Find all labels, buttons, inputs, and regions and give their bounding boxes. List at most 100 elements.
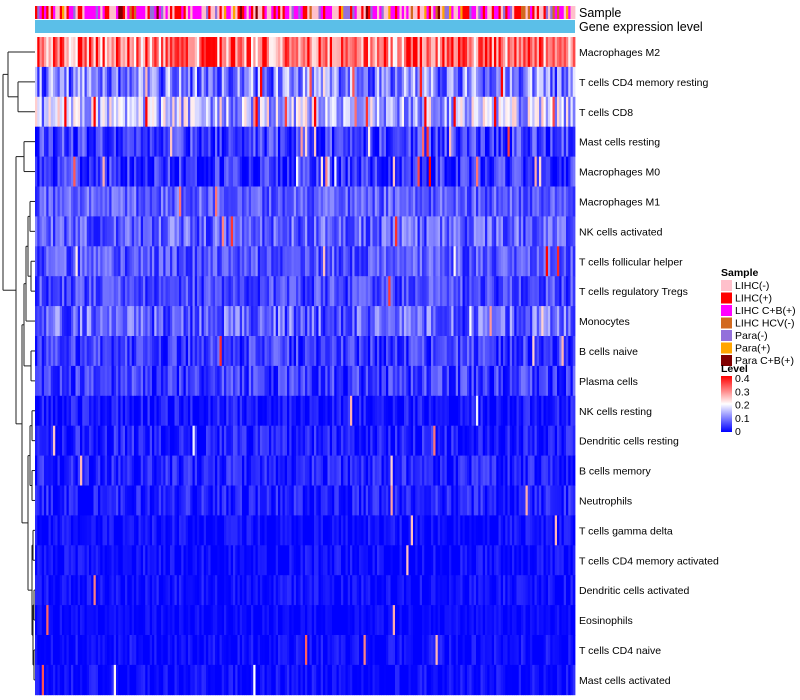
heatmap-cell <box>401 66 405 98</box>
heatmap-cell <box>566 485 569 516</box>
heatmap-cell <box>100 37 103 68</box>
heatmap-cell <box>86 306 90 337</box>
heatmap-cell <box>37 605 40 636</box>
heatmap-cell <box>329 66 333 98</box>
heatmap-cell <box>59 276 63 307</box>
heatmap-cell <box>500 156 504 187</box>
heatmap-cell <box>262 276 265 307</box>
sample-annotation-cell <box>359 6 362 19</box>
heatmap-cell <box>221 126 225 157</box>
heatmap-cell <box>341 306 344 337</box>
heatmap-cell <box>122 126 126 157</box>
heatmap-cell <box>377 216 380 247</box>
heatmap-cell <box>455 515 459 546</box>
heatmap-cell <box>491 96 495 128</box>
heatmap-cell <box>248 485 252 516</box>
heatmap-cell <box>568 306 571 337</box>
heatmap-cell <box>325 605 328 636</box>
heatmap-cell <box>314 156 317 187</box>
heatmap-cell <box>469 306 472 337</box>
heatmap-cell <box>442 216 445 247</box>
heatmap-cell <box>516 156 520 187</box>
heatmap-cell <box>264 455 268 486</box>
heatmap-cell <box>221 186 225 217</box>
heatmap-cell <box>347 96 351 128</box>
heatmap-cell <box>86 395 90 427</box>
heatmap-cell <box>122 37 126 68</box>
heatmap-cell <box>111 96 115 128</box>
heatmap-cell <box>449 37 452 68</box>
heatmap-cell <box>201 336 205 367</box>
sample-annotation-cell <box>426 6 430 19</box>
heatmap-cell <box>352 515 355 546</box>
heatmap-cell <box>552 37 556 68</box>
heatmap-cell <box>208 605 211 636</box>
sample-annotation-cell <box>284 6 288 19</box>
heatmap-cell <box>165 156 169 187</box>
heatmap-cell <box>253 455 256 486</box>
heatmap-cell <box>370 66 373 98</box>
sample-annotation-cell <box>543 6 547 19</box>
heatmap-cell <box>370 276 373 307</box>
heatmap-cell <box>275 37 279 68</box>
heatmap-cell <box>102 455 106 486</box>
heatmap-cell <box>50 425 54 456</box>
heatmap-cell <box>122 425 126 456</box>
heatmap-cell <box>93 395 97 427</box>
heatmap-cell <box>291 605 295 636</box>
heatmap-cell <box>98 425 101 456</box>
heatmap-cell <box>289 306 292 337</box>
heatmap-cell <box>62 455 65 486</box>
heatmap-cell <box>399 336 403 367</box>
heatmap-cell <box>75 96 79 128</box>
heatmap-cell <box>246 306 250 337</box>
heatmap-cell <box>347 605 351 636</box>
heatmap-cell <box>280 306 283 337</box>
heatmap-cell <box>246 156 250 187</box>
sample-annotation-cell <box>424 6 427 19</box>
heatmap-cell <box>431 246 434 277</box>
heatmap-cell <box>181 575 184 606</box>
heatmap-cell <box>422 336 425 367</box>
heatmap-cell <box>98 575 101 606</box>
heatmap-cell <box>388 186 391 217</box>
heatmap-cell <box>127 485 130 516</box>
heatmap-cell <box>212 336 216 367</box>
heatmap-cell <box>525 186 529 217</box>
heatmap-cell <box>77 605 81 636</box>
heatmap-cell <box>120 365 124 397</box>
heatmap-cell <box>413 126 416 157</box>
heatmap-cell <box>359 216 362 247</box>
heatmap-cell <box>570 395 574 427</box>
sample-annotation-cell <box>102 6 106 19</box>
heatmap-cell <box>179 545 182 576</box>
heatmap-cell <box>239 66 243 98</box>
sample-annotation-cell <box>408 6 412 19</box>
heatmap-cell <box>136 455 139 486</box>
heatmap-cell <box>305 156 308 187</box>
heatmap-cell <box>347 246 351 277</box>
heatmap-cell <box>73 276 76 307</box>
heatmap-cell <box>525 156 529 187</box>
heatmap-cell <box>215 156 218 187</box>
heatmap-cell <box>50 365 54 397</box>
heatmap-cell <box>86 126 90 157</box>
heatmap-cell <box>201 156 205 187</box>
heatmap-cell <box>406 186 409 217</box>
heatmap-cell <box>464 515 468 546</box>
heatmap-cell <box>176 276 180 307</box>
heatmap-cell <box>377 246 380 277</box>
heatmap-cell <box>298 425 301 456</box>
heatmap-cell <box>217 575 220 606</box>
heatmap-cell <box>365 395 369 427</box>
heatmap-cell <box>172 425 175 456</box>
heatmap-cell <box>248 156 252 187</box>
heatmap-cell <box>377 37 380 68</box>
heatmap-cell <box>415 276 418 307</box>
heatmap-cell <box>433 276 436 307</box>
heatmap-cell <box>431 336 434 367</box>
heatmap-cell <box>154 306 157 337</box>
heatmap-cell <box>44 545 47 576</box>
heatmap-cell <box>388 306 391 337</box>
heatmap-cell <box>444 246 448 277</box>
